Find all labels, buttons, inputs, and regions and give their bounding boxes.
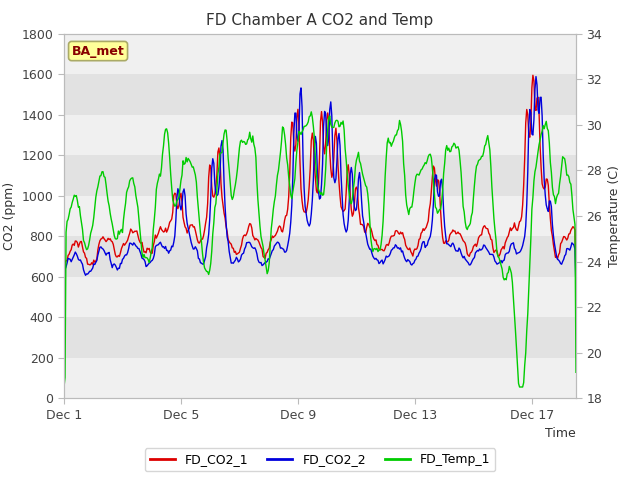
Bar — [64, 358, 576, 398]
Bar — [64, 74, 576, 115]
Y-axis label: CO2 (ppm): CO2 (ppm) — [3, 182, 16, 250]
Bar — [64, 34, 576, 74]
Legend: FD_CO2_1, FD_CO2_2, FD_Temp_1: FD_CO2_1, FD_CO2_2, FD_Temp_1 — [145, 448, 495, 471]
Title: FD Chamber A CO2 and Temp: FD Chamber A CO2 and Temp — [206, 13, 434, 28]
Bar — [64, 115, 576, 155]
Bar — [64, 196, 576, 236]
Y-axis label: Temperature (C): Temperature (C) — [608, 165, 621, 267]
Bar — [64, 317, 576, 358]
Bar — [64, 236, 576, 277]
Bar — [64, 277, 576, 317]
X-axis label: Time: Time — [545, 427, 576, 440]
Text: BA_met: BA_met — [72, 45, 124, 58]
Bar — [64, 155, 576, 196]
